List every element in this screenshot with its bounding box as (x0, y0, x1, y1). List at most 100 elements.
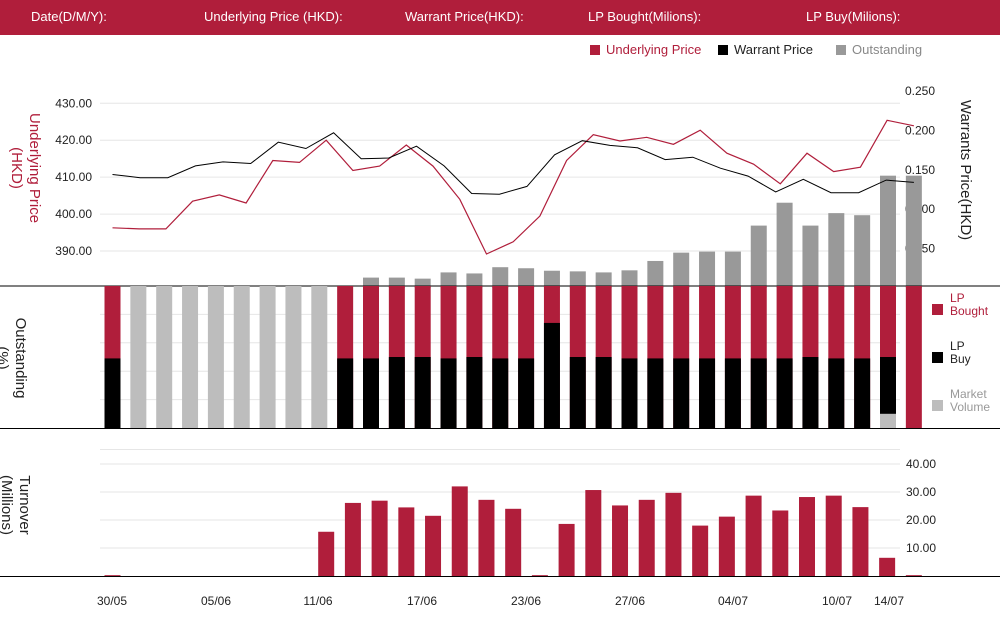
y-axis-title-outstanding: Outstanding(%) (0, 318, 29, 399)
x-tick-label: 10/07 (822, 594, 852, 608)
outstanding-bar (543, 270, 560, 288)
outstanding-bar (492, 267, 509, 288)
legend-label: LP (950, 339, 965, 353)
x-axis: 30/05 05/06 11/06 17/06 23/06 27/06 04/07 10/07… (97, 594, 904, 608)
y-tick-right: 40.00 (906, 457, 936, 471)
lp-buy-bar (880, 357, 896, 428)
x-tick-label: 27/06 (615, 594, 645, 608)
lp-buy-bar (802, 357, 819, 428)
outstanding-bar (673, 252, 690, 288)
price-chart-panel: 430.00 420.00 410.00 400.00 390.00 0.250 0.200… (8, 84, 974, 288)
x-tick-label: 04/07 (718, 594, 748, 608)
turnover-bar (558, 523, 575, 576)
lp-buy-bar (466, 357, 483, 428)
y-tick-left: 400.00 (55, 207, 92, 221)
turnover-bar (398, 507, 415, 576)
lp-buy-bar (647, 358, 664, 428)
lp-buy-bar (595, 357, 612, 428)
turnover-bar (585, 490, 602, 576)
underlying-price-label: Underlying Price (HKD): (204, 9, 343, 24)
turnover-bar (371, 500, 388, 576)
y-axis-title-left-line2: (HKD) (8, 147, 25, 189)
y-tick-left: 430.00 (55, 96, 92, 110)
y-axis-title-turnover-line1: Turnover (16, 475, 33, 534)
lp-bought-label: LP Bought(Milions): (588, 9, 702, 24)
y-tick-right: 10.00 (906, 541, 936, 555)
legend-label: Volume (950, 400, 990, 414)
lp-buy-bar (621, 358, 638, 428)
market-volume-bar (259, 286, 276, 428)
legend-swatch (932, 400, 943, 411)
lp-buy-bar (543, 322, 560, 428)
legend-swatch (932, 352, 943, 363)
lp-buy-bar (854, 358, 871, 428)
outstanding-bar (905, 175, 922, 288)
turnover-bar (825, 495, 842, 576)
date-label: Date(D/M/Y): (31, 9, 107, 24)
legend-swatch (932, 304, 943, 315)
outstanding-bar (414, 278, 431, 288)
legend-warrant: Warrant Price (718, 42, 813, 57)
outstanding-bar (854, 215, 871, 288)
lp-buy-bar (699, 358, 716, 428)
legend-outstanding: Outstanding (836, 42, 922, 57)
legend-underlying: Underlying Price (590, 42, 701, 57)
lp-buy-bar (518, 358, 535, 428)
outstanding-bar (466, 273, 483, 288)
outstanding-bar (776, 202, 793, 288)
y-axis-title-outstanding-line2: (%) (0, 346, 11, 369)
market-volume-bar (207, 286, 224, 428)
y-tick-right: 0.250 (905, 84, 935, 98)
outstanding-bar (569, 271, 586, 288)
y-tick-right: 20.00 (906, 513, 936, 527)
outstanding-bar (750, 225, 767, 288)
turnover-bar (718, 516, 735, 576)
lp-buy-bar (750, 358, 767, 428)
x-tick-label: 17/06 (407, 594, 437, 608)
turnover-bar (665, 492, 682, 576)
y-tick-right: 0.200 (905, 123, 935, 137)
turnover-bar (905, 575, 922, 576)
lp-buy-bar (104, 358, 121, 428)
outstanding-bar (802, 225, 819, 288)
legend-underlying-label: Underlying Price (606, 42, 702, 57)
turnover-bar (344, 502, 361, 576)
market-volume-bar (130, 286, 147, 428)
y-tick-left: 420.00 (55, 133, 92, 147)
market-volume-bar (182, 286, 199, 428)
legend-label: LP (950, 291, 965, 305)
turnover-bar (425, 515, 442, 576)
lp-buy-bar (363, 358, 379, 428)
legend-outstanding-swatch (836, 45, 846, 55)
turnover-bar (879, 557, 896, 576)
y-axis-title-outstanding-line1: Outstanding (12, 318, 29, 399)
y-axis-title-right: Warrants Price(HKD) (957, 100, 974, 240)
y-axis-title-left: Underlying Price(HKD) (8, 113, 43, 223)
legend-warrant-swatch (718, 45, 728, 55)
outstanding-bar (595, 272, 612, 288)
y-tick-right: 0.150 (905, 163, 935, 177)
legend-warrant-label: Warrant Price (734, 42, 813, 57)
turnover-bar (451, 486, 468, 576)
lp-buy-bar (440, 358, 457, 428)
turnover-bar (318, 531, 335, 576)
x-tick-label: 23/06 (511, 594, 541, 608)
lp-buy-bar (673, 358, 690, 428)
lp-buy-bar (828, 358, 845, 428)
x-tick-label: 30/05 (97, 594, 127, 608)
market-volume-bar (233, 286, 250, 428)
y-axis-title-turnover: Turnover(Millions) (0, 475, 33, 535)
outstanding-bar (363, 277, 379, 288)
turnover-bar (638, 499, 655, 576)
outstanding-bar (440, 272, 457, 288)
outstanding-bar (647, 260, 664, 288)
y-tick-left: 410.00 (55, 170, 92, 184)
turnover-bar (104, 575, 121, 576)
turnover-bar (505, 508, 522, 576)
warrant-price-line (112, 132, 914, 195)
y-axis-title-left-line1: Underlying Price (26, 113, 43, 223)
x-tick-label: 14/07 (874, 594, 904, 608)
market-volume-bar (285, 286, 302, 428)
outstanding-bar (388, 277, 405, 288)
